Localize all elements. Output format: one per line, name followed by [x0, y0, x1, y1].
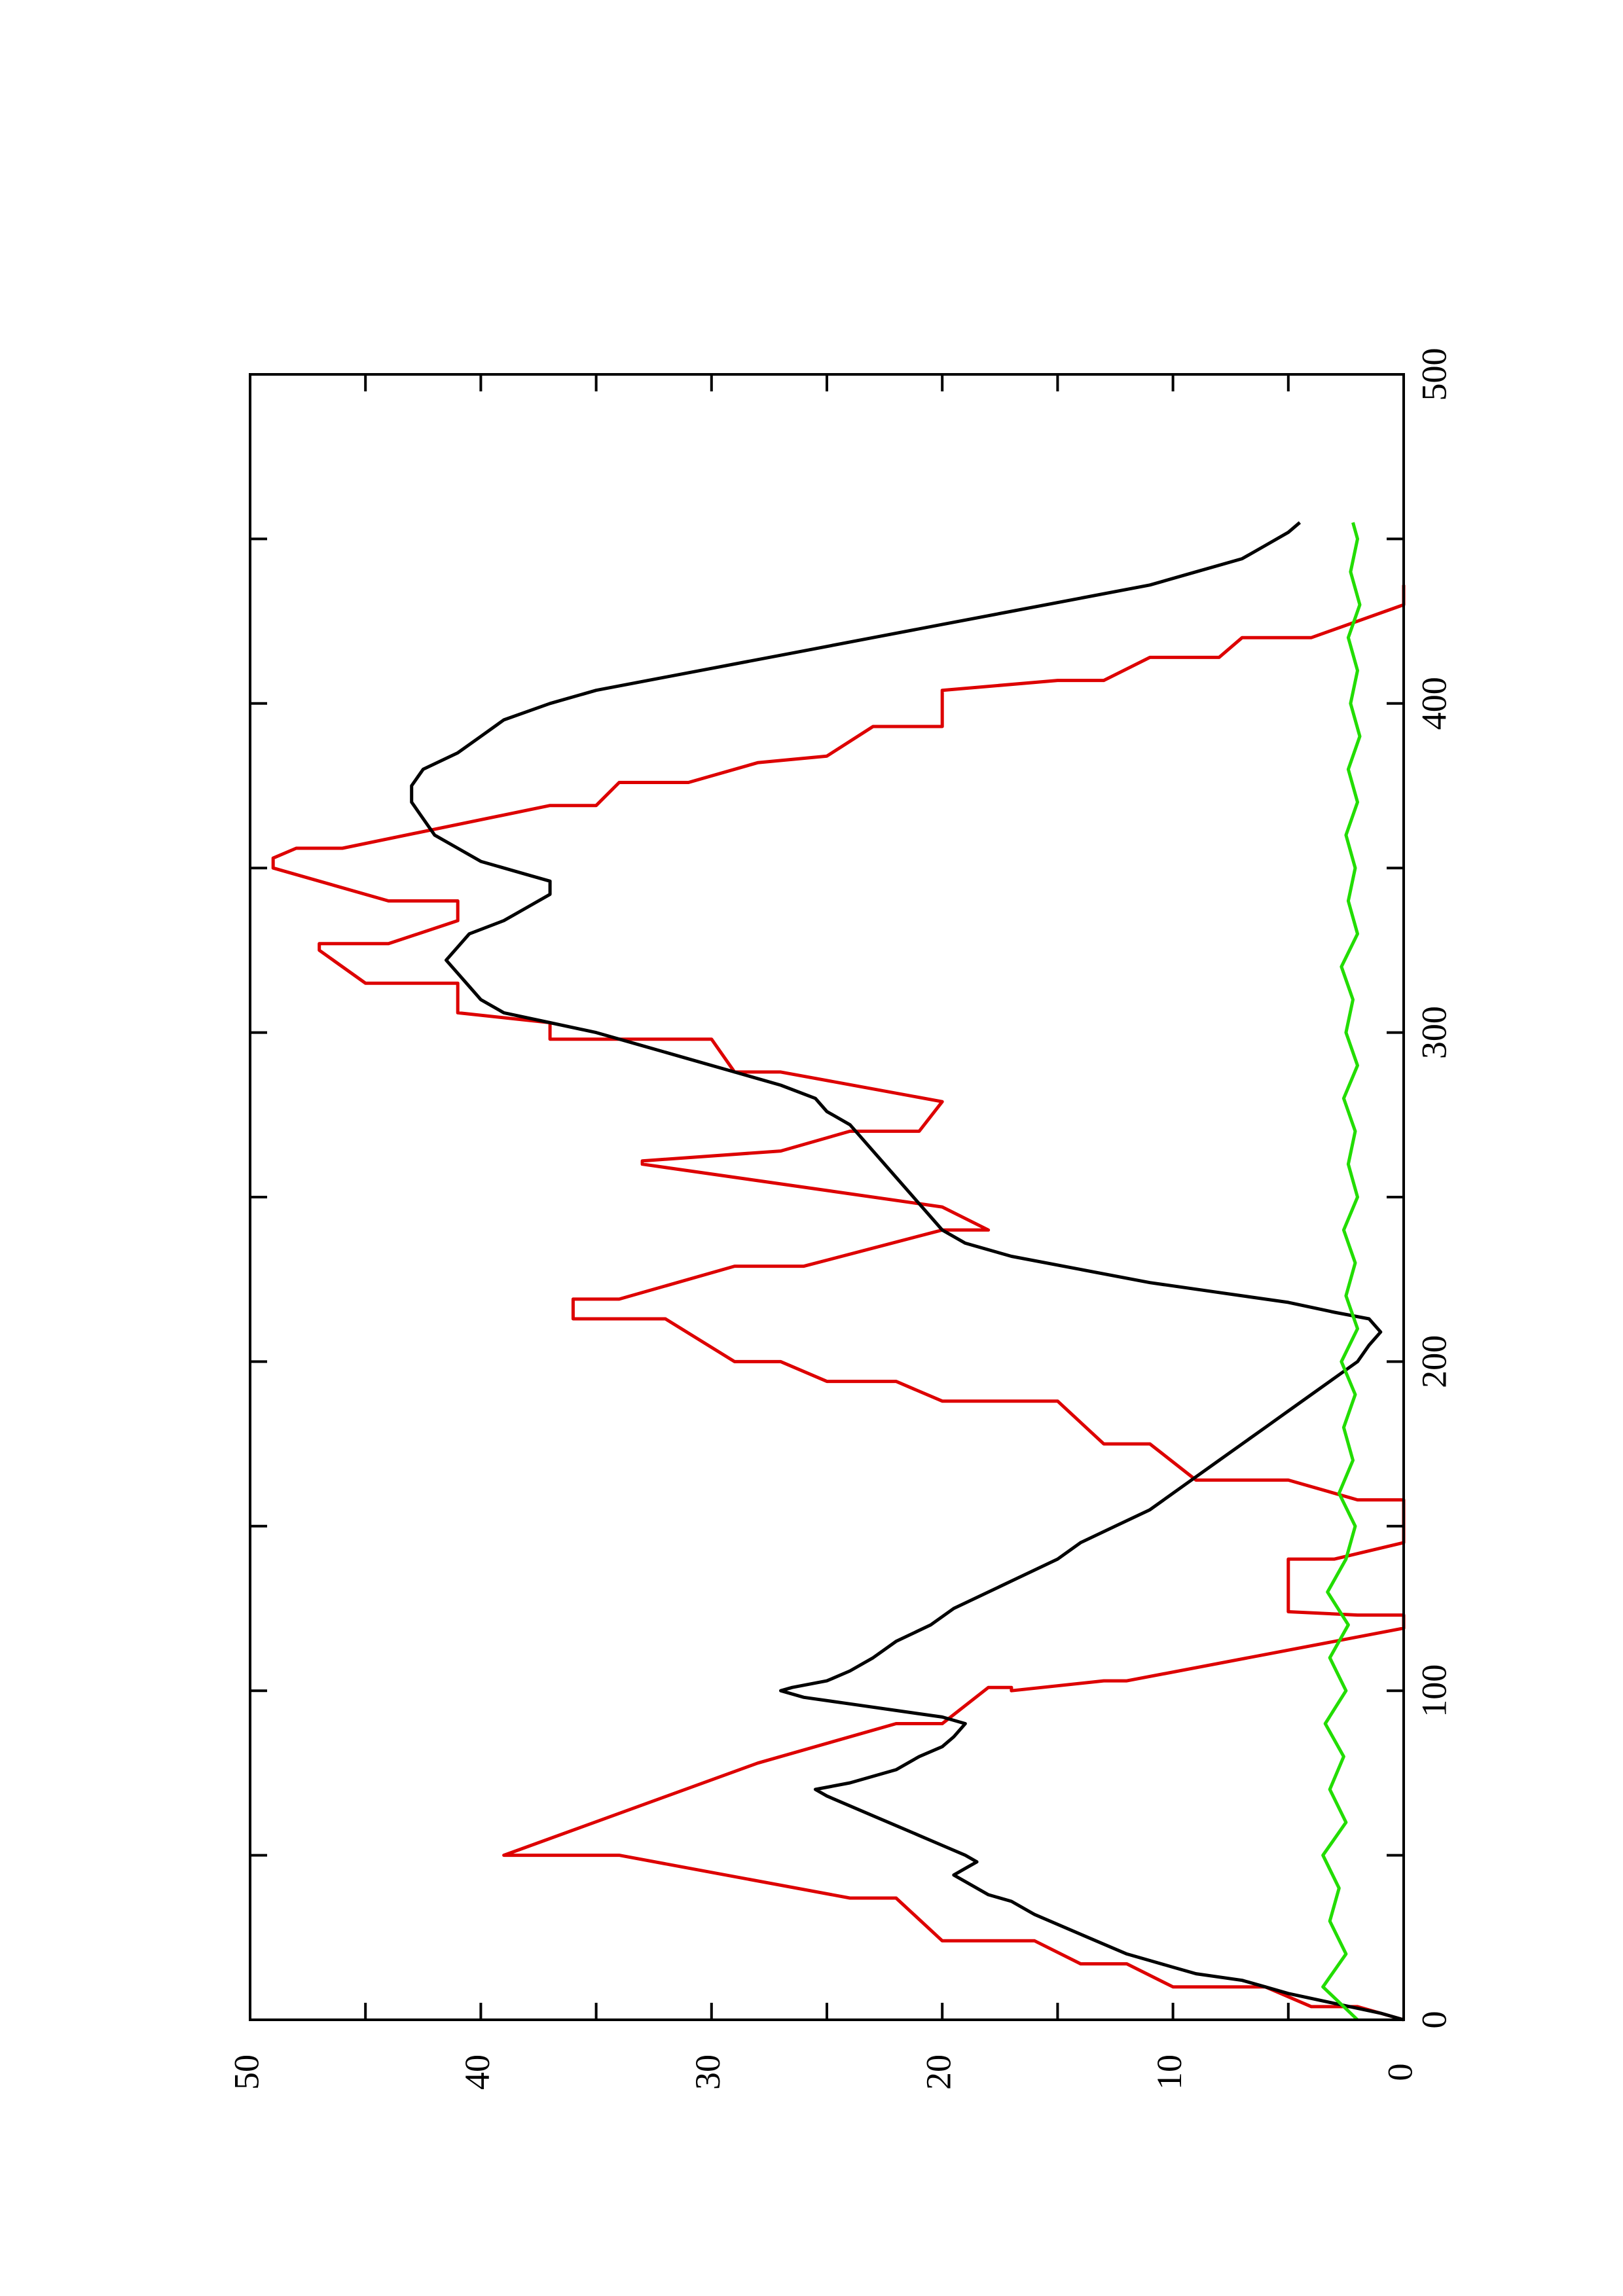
x-tick-label: 300 [1414, 1006, 1453, 1059]
y-tick-label: 50 [227, 2054, 266, 2090]
x-tick-label: 0 [1414, 2011, 1453, 2029]
y-tick-label: 0 [1380, 2064, 1419, 2081]
y-tick-label: 30 [688, 2054, 727, 2090]
y-tick-label: 40 [458, 2054, 497, 2090]
series-line-2 [410, 521, 1404, 2022]
series-line-1 [271, 584, 1406, 2022]
x-tick-label: 100 [1414, 1664, 1453, 1717]
x-tick-label: 400 [1414, 677, 1453, 730]
y-tick-label: 20 [919, 2054, 958, 2090]
x-tick-label: 200 [1414, 1335, 1453, 1388]
tick-label-layer: 0 100 200 300 400 500 0 10 20 30 40 50 [227, 348, 1453, 2090]
plot-frame [249, 373, 1405, 2021]
y-tick-label: 10 [1150, 2054, 1189, 2090]
series-layer [271, 521, 1406, 2022]
series-line-3 [1321, 522, 1362, 2021]
tick-layer [249, 373, 1405, 2021]
x-tick-label: 500 [1414, 348, 1453, 401]
